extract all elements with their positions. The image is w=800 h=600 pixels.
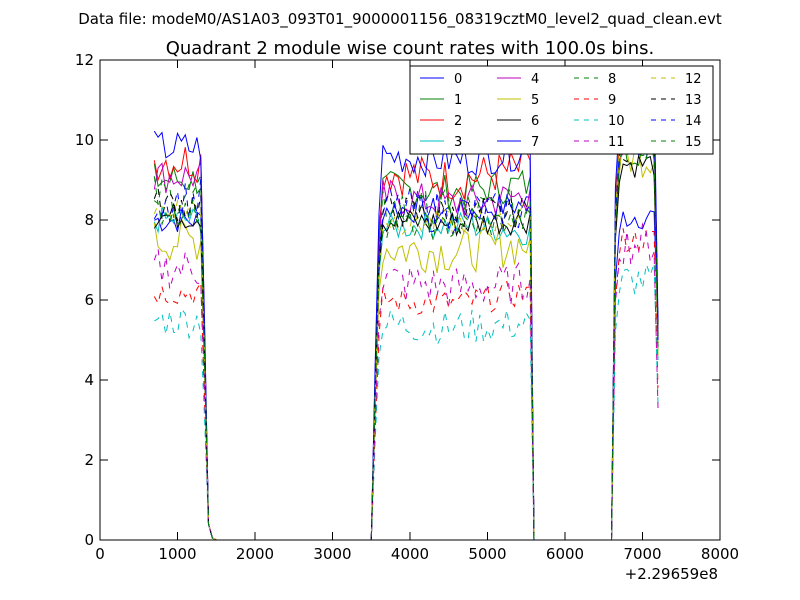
y-tick-label: 12	[75, 51, 94, 69]
legend-label-13: 13	[685, 93, 702, 108]
y-tick-label: 0	[84, 531, 94, 549]
series-line-2	[153, 98, 659, 540]
x-offset-label: +2.29659e8	[625, 565, 718, 583]
legend-label-6: 6	[531, 114, 539, 129]
legend-label-0: 0	[454, 72, 462, 87]
legend-label-5: 5	[531, 93, 539, 108]
x-tick-label: 7000	[623, 545, 661, 563]
x-tick-label: 6000	[546, 545, 584, 563]
x-tick-label: 5000	[468, 545, 506, 563]
series-line-11	[153, 222, 659, 540]
x-tick-label: 3000	[313, 545, 351, 563]
x-tick-label: 0	[95, 545, 105, 563]
x-tick-label: 8000	[701, 545, 739, 563]
x-tick-label: 1000	[158, 545, 196, 563]
chart-suptitle: Data file: modeM0/AS1A03_093T01_90000011…	[78, 10, 722, 29]
legend-label-7: 7	[531, 135, 539, 150]
series-line-10	[154, 262, 659, 540]
axis-ticks: 0 1000 2000 3000 4000 5000 6000 7000 80000246810…	[75, 51, 739, 563]
legend-label-4: 4	[531, 72, 539, 87]
y-tick-label: 8	[84, 211, 94, 229]
series-line-9	[153, 228, 659, 540]
legend-label-3: 3	[454, 135, 462, 150]
legend-label-9: 9	[608, 93, 616, 108]
series-line-15	[153, 136, 659, 540]
chart-title: Quadrant 2 module wise count rates with …	[166, 38, 655, 59]
x-tick-label: 2000	[236, 545, 274, 563]
series-line-14	[153, 118, 659, 540]
y-tick-label: 6	[84, 291, 94, 309]
plot-lines	[153, 92, 659, 540]
x-tick-label: 4000	[391, 545, 429, 563]
y-tick-label: 2	[84, 451, 94, 469]
y-tick-label: 4	[84, 371, 94, 389]
series-line-5	[153, 136, 659, 540]
series-line-12	[153, 126, 659, 540]
series-line-6	[153, 154, 659, 540]
series-line-13	[153, 127, 659, 540]
series-line-0	[154, 193, 659, 540]
series-line-4	[153, 123, 659, 540]
legend-label-15: 15	[685, 135, 702, 150]
legend-label-11: 11	[608, 135, 625, 150]
legend-label-1: 1	[454, 93, 462, 108]
legend-label-2: 2	[454, 114, 462, 129]
series-line-1	[153, 135, 659, 540]
y-tick-label: 10	[75, 131, 94, 149]
legend-label-12: 12	[685, 72, 702, 87]
legend-label-10: 10	[608, 114, 625, 129]
series-line-7	[153, 92, 659, 540]
legend-box	[409, 65, 714, 155]
legend-label-8: 8	[608, 72, 616, 87]
legend-label-14: 14	[685, 114, 702, 129]
